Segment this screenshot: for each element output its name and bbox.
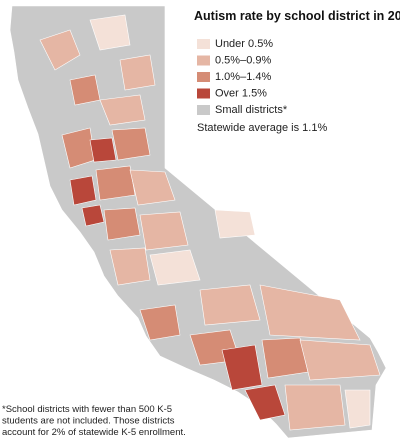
legend-label: Under 0.5% — [215, 38, 273, 50]
district — [89, 137, 117, 163]
district — [89, 14, 131, 51]
legend-label: 0.5%–0.9% — [215, 54, 271, 66]
footnote-line: *School districts with fewer than 500 K-… — [2, 404, 172, 415]
statewide-note: Statewide average is 1.1% — [197, 122, 327, 134]
district — [284, 384, 346, 431]
district — [221, 344, 263, 391]
legend-swatch — [197, 55, 210, 66]
footnote: *School districts with fewer than 500 K-… — [2, 404, 186, 438]
district — [109, 247, 151, 286]
district — [129, 169, 176, 206]
footnote-line: account for 2% of statewide K-5 enrollme… — [2, 427, 186, 438]
district — [344, 389, 371, 429]
legend-swatch — [197, 39, 210, 49]
legend-label: 1.0%–1.4% — [215, 71, 271, 83]
legend-swatch — [197, 105, 210, 115]
district — [69, 74, 101, 106]
legend-swatch — [197, 72, 210, 82]
district — [81, 204, 105, 227]
legend-label: Over 1.5% — [215, 87, 267, 99]
map-title: Autism rate by school district in 2010 — [194, 9, 400, 23]
footnote-line: students are not included. Those distric… — [2, 416, 175, 427]
district — [119, 54, 156, 91]
district — [214, 209, 256, 239]
legend-label: Small districts* — [215, 104, 288, 116]
district — [39, 29, 81, 71]
district — [139, 304, 181, 341]
california — [9, 5, 387, 439]
district — [103, 207, 141, 241]
district — [95, 165, 136, 201]
legend-swatch — [197, 88, 210, 99]
district — [244, 384, 286, 421]
district — [149, 249, 201, 286]
district — [199, 284, 261, 326]
district — [99, 94, 146, 126]
legend: Under 0.5% 0.5%–0.9% 1.0%–1.4% Over 1.5% Sma… — [197, 38, 288, 116]
district — [139, 211, 189, 251]
district — [299, 339, 381, 381]
district — [259, 284, 361, 341]
district — [69, 175, 97, 206]
district — [111, 127, 151, 161]
